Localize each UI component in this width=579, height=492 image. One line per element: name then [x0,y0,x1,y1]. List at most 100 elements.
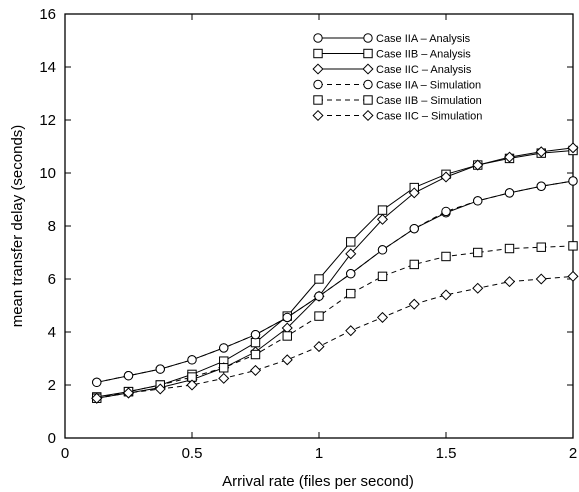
legend-entry: Case IIB – Simulation [313,95,482,107]
plot-area [91,142,579,404]
data-point [186,379,198,391]
axes: 0 0.5 1 1.5 2 0 2 4 6 8 10 12 14 16 [39,6,577,462]
y-tick-label: 6 [48,271,56,288]
data-point [376,213,389,225]
legend-marker [363,79,373,90]
series [92,241,578,403]
data-point [282,331,292,341]
data-point [345,325,357,337]
legend-marker [363,48,373,59]
data-point [440,289,452,301]
x-tick-label: 0.5 [182,445,203,462]
data-point [472,159,484,171]
x-tick-label: 1.5 [436,445,457,462]
legend-label: Case IIA – Analysis [376,33,471,45]
data-point [473,247,483,258]
data-point [535,273,547,285]
y-axis-title: mean transfer delay (seconds) [9,125,26,328]
data-point [122,387,135,399]
data-point [440,171,452,183]
legend-marker [313,79,323,90]
legend-label: Case IIA – Simulation [376,80,481,92]
data-point [281,354,293,366]
data-point [346,288,356,299]
data-point [441,251,451,262]
x-tick-label: 0 [61,445,69,462]
data-point [536,181,546,191]
legend-marker [313,48,323,59]
series-line [96,180,574,383]
data-point [314,311,324,321]
data-point [313,341,325,353]
data-point [409,223,419,234]
data-point [92,377,102,388]
data-point [568,241,578,251]
data-point [441,206,451,217]
series-line [96,180,574,383]
data-point [376,311,389,323]
legend: Case IIA – Analysis Case IIB – Analysis Ca… [312,33,482,123]
data-point [567,270,579,282]
series-line [96,147,574,399]
y-tick-label: 0 [48,430,56,447]
data-point [250,329,261,340]
data-point [377,205,388,215]
legend-entry: Case IIA – Analysis [313,33,471,45]
x-tick-label: 2 [569,445,577,462]
legend-marker [312,109,324,122]
data-point [250,349,261,360]
legend-marker [313,33,323,43]
x-tick-label: 1 [315,445,323,462]
legend-marker [363,95,373,105]
data-point [535,146,547,158]
series-line [96,245,574,399]
series [92,145,578,402]
data-point [91,392,103,404]
y-tick-label: 4 [48,324,56,341]
data-point [123,371,134,381]
legend-entry: Case IIC – Simulation [312,109,482,123]
legend-label: Case IIC – Analysis [376,64,472,76]
y-tick-label: 14 [39,59,56,76]
data-point [568,176,578,186]
y-tick-label: 12 [39,112,56,129]
data-point [377,271,388,282]
data-point [345,248,357,260]
data-point [154,383,166,395]
series [92,176,578,388]
y-tick-label: 10 [39,165,56,182]
legend-marker [362,63,374,75]
series [91,270,579,404]
legend-marker [363,33,373,43]
data-point [472,282,484,294]
data-point [219,343,229,353]
plot-frame [64,13,574,439]
data-point [346,269,356,279]
data-point [503,276,516,288]
data-point [504,188,515,198]
data-point [249,364,262,376]
y-tick-label: 2 [48,377,56,394]
data-point [503,151,516,163]
legend-label: Case IIC – Simulation [376,111,482,123]
data-point [473,196,483,206]
y-tick-label: 16 [39,6,56,23]
series-line [96,275,574,399]
data-point [377,245,388,255]
data-point [314,291,324,301]
legend-entry: Case IIC – Analysis [312,63,472,76]
data-point [219,363,229,373]
data-point [408,187,420,199]
legend-entry: Case IIA – Simulation [313,79,481,92]
data-point [314,274,324,284]
data-point [408,298,420,310]
data-point [409,259,419,270]
data-point [218,372,230,384]
data-point [282,312,292,323]
x-axis-title: Arrival rate (files per second) [222,473,414,490]
legend-marker [312,63,324,75]
data-point [536,242,546,252]
legend-marker [313,95,323,105]
data-point [155,364,165,374]
